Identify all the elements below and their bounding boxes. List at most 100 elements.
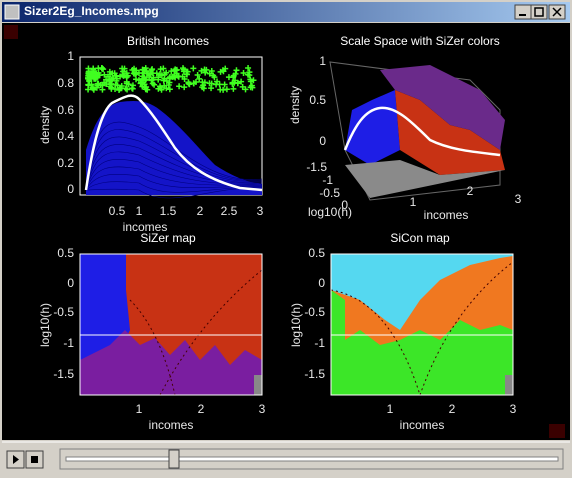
y-axis-label: log10(h)	[308, 205, 352, 219]
data-point	[99, 82, 106, 89]
data-point	[229, 79, 236, 86]
y-tick-label: 0	[67, 182, 74, 196]
control-bar	[2, 441, 570, 470]
app-icon	[4, 4, 20, 20]
window-width-curves	[330, 261, 514, 396]
data-point	[143, 70, 150, 77]
map-insignificant	[80, 330, 262, 395]
x-tick-label: 2	[197, 204, 204, 218]
data-point	[171, 67, 178, 74]
axes-box	[79, 253, 263, 396]
sicon-map-plot	[330, 253, 514, 396]
data-point	[158, 86, 165, 93]
z-tick-label: 0	[319, 134, 326, 148]
data-point	[94, 72, 101, 79]
x-axis-label: incomes	[149, 418, 194, 432]
y-tick-label: -0.5	[53, 305, 74, 319]
y-tick-label: 0.4	[57, 129, 74, 143]
surface-decreasing	[395, 90, 505, 175]
data-point	[103, 81, 110, 88]
map-sparse	[254, 375, 262, 395]
data-point	[172, 66, 179, 73]
data-point	[233, 67, 240, 74]
sizer-map-plot	[79, 253, 263, 396]
data-point	[130, 70, 137, 77]
corner-mark	[4, 25, 18, 39]
data-point	[86, 77, 93, 84]
y-tick-label: -1	[63, 336, 74, 350]
data-point	[137, 80, 144, 87]
seek-track	[65, 456, 559, 462]
x-tick-label: 1	[136, 204, 143, 218]
z-axis-label: density	[288, 86, 302, 124]
seek-frame	[59, 448, 564, 470]
data-point	[108, 80, 115, 87]
maximize-button[interactable]	[530, 4, 548, 20]
data-point	[88, 81, 95, 88]
smooth-line	[85, 144, 263, 191]
smooth-curve	[84, 94, 263, 192]
data-point	[175, 73, 182, 80]
x-tick-label: 2	[449, 402, 456, 416]
data-point	[142, 65, 149, 72]
y-tick-label: -0.5	[304, 305, 325, 319]
data-point	[123, 80, 130, 87]
panel-title: SiCon map	[390, 231, 450, 245]
map-sparse	[505, 375, 513, 395]
y-tick-label: 0.2	[57, 156, 74, 170]
data-point	[106, 77, 113, 84]
data-point	[206, 70, 213, 77]
y-tick-label: -1.5	[306, 160, 327, 174]
data-point	[199, 84, 206, 91]
title-bar	[2, 2, 570, 22]
x-tick-label: 2.5	[221, 204, 238, 218]
data-point	[129, 66, 136, 73]
x-tick-label: 2	[467, 184, 474, 198]
y-tick-label: -1.5	[53, 367, 74, 381]
data-point	[124, 86, 131, 93]
data-point	[190, 80, 197, 87]
data-point	[206, 80, 213, 87]
data-point	[172, 74, 179, 81]
z-tick-label: 0.5	[309, 93, 326, 107]
y-tick-label: 0	[318, 276, 325, 290]
data-point	[185, 80, 192, 87]
smooth-line	[85, 136, 263, 191]
minimize-button[interactable]	[514, 4, 532, 20]
data-point	[181, 84, 188, 91]
data-point	[230, 85, 237, 92]
data-point	[230, 72, 237, 79]
data-point	[95, 65, 102, 72]
data-point	[118, 85, 125, 92]
panel-title: Scale Space with SiZer colors	[340, 34, 499, 48]
smooth-line	[85, 121, 263, 191]
surface-grey	[345, 160, 505, 198]
data-point	[149, 76, 156, 83]
y-tick-label: 0.8	[57, 76, 74, 90]
window-buttons	[514, 4, 566, 20]
scale-space-plot	[329, 61, 505, 201]
data-point	[180, 65, 187, 72]
data-point	[194, 72, 201, 79]
y-tick-label: -1	[314, 336, 325, 350]
seek-thumb[interactable]	[168, 449, 180, 469]
x-tick-label: 0.5	[109, 204, 126, 218]
data-point	[213, 81, 220, 88]
data-point	[90, 68, 97, 75]
x-tick-label: 2	[198, 402, 205, 416]
data-point	[119, 71, 126, 78]
data-point	[129, 82, 136, 89]
x-tick-label: 1	[387, 402, 394, 416]
panel-title: SiZer map	[140, 231, 196, 245]
y-axis-label: log10(h)	[38, 303, 52, 347]
data-point	[210, 72, 217, 79]
x-tick-label: 3	[257, 204, 264, 218]
smooth-curve	[343, 106, 501, 157]
window-title: Sizer2Eg_Incomes.mpg	[24, 4, 159, 18]
data-point	[85, 65, 92, 72]
data-point	[161, 71, 168, 78]
map-convex	[331, 290, 345, 395]
y-axis-label: density	[38, 106, 52, 144]
data-point	[190, 65, 197, 72]
data-point	[135, 69, 142, 76]
